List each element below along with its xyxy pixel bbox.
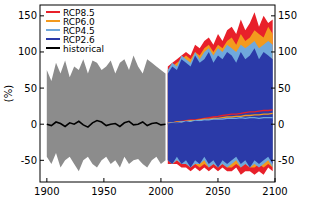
legend-swatch xyxy=(46,38,60,40)
y-tick-label: 100 xyxy=(18,46,37,57)
y-tick-label: 50 xyxy=(24,83,37,94)
legend: RCP8.5RCP6.0RCP4.5RCP2.6historical xyxy=(46,8,104,54)
y-tick xyxy=(40,124,44,125)
legend-swatch xyxy=(46,11,60,13)
y-tick-label: 0 xyxy=(31,119,37,130)
y-tick xyxy=(271,15,275,16)
x-tick xyxy=(160,178,161,182)
frame xyxy=(40,5,275,182)
mean-line xyxy=(168,110,273,124)
y-tick xyxy=(40,15,44,16)
y-tick xyxy=(40,51,44,52)
spread-band xyxy=(47,56,166,172)
y-tick xyxy=(271,160,275,161)
spread-band xyxy=(168,27,273,168)
x-tick-label: 2100 xyxy=(262,186,287,197)
spread-band xyxy=(168,48,273,167)
legend-swatch xyxy=(46,47,60,49)
y-tick xyxy=(271,88,275,89)
legend-label: historical xyxy=(63,44,104,54)
y-axis-label: (%) xyxy=(3,85,14,102)
y-tick-label: 100 xyxy=(278,46,297,57)
legend-swatch xyxy=(46,29,60,31)
y-tick xyxy=(40,160,44,161)
mean-line xyxy=(168,120,273,124)
y-tick-label: -50 xyxy=(278,155,294,166)
y-tick xyxy=(271,51,275,52)
chart: -50 -50 0 0 50 50 100 100 150 150 1900 1950 2000 2050… xyxy=(0,0,310,215)
x-tick-label: 1900 xyxy=(34,186,59,197)
y-tick-label: 50 xyxy=(278,83,291,94)
y-tick xyxy=(271,124,275,125)
y-tick-label: 150 xyxy=(278,10,297,21)
x-tick xyxy=(103,178,104,182)
y-tick-label: 150 xyxy=(18,10,37,21)
y-tick-label: -50 xyxy=(21,155,37,166)
mean-line xyxy=(168,113,273,123)
y-tick xyxy=(40,88,44,89)
x-tick xyxy=(217,178,218,182)
spread-band xyxy=(168,12,273,175)
plot-area xyxy=(47,12,273,175)
x-tick xyxy=(275,178,276,182)
spread-band xyxy=(168,41,273,168)
x-tick-label: 2000 xyxy=(148,186,173,197)
x-tick-label: 2050 xyxy=(205,186,230,197)
x-tick-label: 1950 xyxy=(91,186,116,197)
mean-line xyxy=(47,121,166,128)
mean-line xyxy=(168,118,273,124)
y-tick-label: 0 xyxy=(278,119,284,130)
legend-swatch xyxy=(46,20,60,22)
x-tick xyxy=(46,178,47,182)
